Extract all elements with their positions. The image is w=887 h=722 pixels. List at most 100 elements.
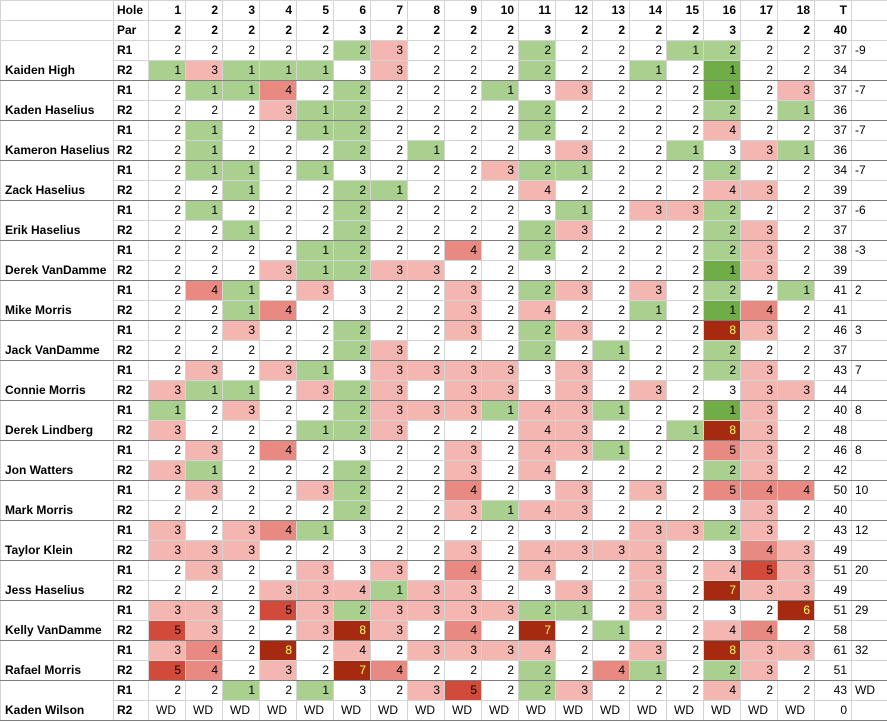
hole-score: 4 (444, 240, 482, 261)
hole-score: 2 (222, 340, 260, 361)
hole-score: 2 (222, 500, 260, 521)
player-round-row: Zack Haselius R1 2 1 1 2 1 3 2 2 2 3 2 1 2 2 2 2 2 2 34 -7 (0, 160, 887, 201)
hole-score: 2 (555, 340, 593, 361)
hole-score: 2 (407, 180, 445, 201)
hole-score: 2 (555, 520, 593, 541)
player-round-row: Mike Morris R1 2 4 1 2 3 3 2 2 3 2 2 3 2 3 2 2 2 1 41 2 (0, 280, 887, 321)
hole-score: 2 (370, 100, 408, 121)
player-round-row: R222233413323323273349100 (1, 580, 887, 601)
hole-score: 4 (518, 460, 556, 481)
hole-score: 2 (222, 140, 260, 161)
player-name: Jack VanDamme (0, 320, 114, 361)
hole-score: 2 (666, 400, 704, 421)
round-label: R1 (113, 160, 149, 181)
hole-score: 3 (740, 520, 778, 541)
round-total: 41 (814, 280, 852, 301)
hole-score: 2 (185, 580, 223, 601)
hole-score: 2 (703, 40, 741, 61)
hole-score: 2 (370, 520, 408, 541)
hole-score: 5 (740, 560, 778, 581)
hole-score: 3 (740, 360, 778, 381)
blank-cell (851, 660, 887, 681)
hole-score: 1 (777, 100, 815, 121)
hole-score: 2 (407, 560, 445, 581)
hole-score: 2 (259, 140, 297, 161)
hole-score: 1 (703, 260, 741, 281)
hole-score: 2 (407, 620, 445, 641)
hole-score: 2 (407, 100, 445, 121)
hole-score: 2 (666, 540, 704, 561)
hole-score: 2 (148, 680, 186, 701)
player-name: Kaiden High (0, 40, 114, 81)
par-value: 2 (148, 20, 186, 41)
hole-score: 3 (444, 300, 482, 321)
hole-score: 3 (370, 560, 408, 581)
hole-score: 2 (185, 240, 223, 261)
hole-score: 2 (407, 380, 445, 401)
round-total: 39 (814, 180, 852, 201)
hole-number: 7 (370, 0, 408, 21)
hole-score: 3 (629, 280, 667, 301)
score-to-par: -7 (851, 160, 887, 181)
hole-score: 2 (259, 620, 297, 641)
hole-score: 1 (185, 120, 223, 141)
round-label: R1 (113, 40, 149, 61)
hole-score: 2 (703, 240, 741, 261)
hole-score: 2 (518, 280, 556, 301)
hole-score: 3 (629, 580, 667, 601)
hole-score: 2 (296, 440, 334, 461)
hole-score: 2 (592, 500, 630, 521)
hole-score: 3 (444, 640, 482, 661)
hole-score: 2 (555, 120, 593, 141)
hole-score: 2 (222, 360, 260, 381)
hole-score: 2 (740, 100, 778, 121)
hole-score: 2 (222, 560, 260, 581)
hole-header-row: Hole 1 2 3 4 5 6 7 8 9 10 11 12 13 14 15 16 17 18 T (0, 0, 887, 21)
hole-score: 4 (518, 180, 556, 201)
hole-score: 2 (407, 200, 445, 221)
hole-score: 2 (222, 460, 260, 481)
hole-score: 3 (259, 260, 297, 281)
hole-score: 2 (370, 200, 408, 221)
hole-score: 1 (555, 200, 593, 221)
hole-score: 2 (592, 320, 630, 341)
hole-score: 2 (666, 380, 704, 401)
hole-score: 3 (333, 160, 371, 181)
blank-cell (851, 220, 887, 241)
hole-score: 2 (592, 560, 630, 581)
hole-score: 2 (777, 320, 815, 341)
hole-score: 2 (444, 660, 482, 681)
hole-score: 3 (555, 480, 593, 501)
player-name: Taylor Klein (0, 520, 114, 561)
hole-score: 3 (518, 260, 556, 281)
player-round-row: Kaden Wilson R1 2 2 1 2 1 3 2 3 5 2 2 3 2 2 2 4 2 2 43 WD (0, 680, 887, 721)
player-round-row: R22223122222222222213673 (1, 100, 887, 121)
hole-score: 3 (296, 620, 334, 641)
player-name: Jon Watters (0, 440, 114, 481)
hole-score: 2 (407, 300, 445, 321)
hole-score: 3 (444, 500, 482, 521)
hole-score: 2 (777, 620, 815, 641)
hole-score: 3 (296, 560, 334, 581)
hole-score: 1 (222, 280, 260, 301)
player-round-row: Mark Morris R1 2 3 2 2 3 2 2 2 4 2 3 3 2 3 2 5 4 4 50 10 (0, 480, 887, 521)
hole-score: WD (148, 700, 186, 721)
hole-score: 2 (185, 300, 223, 321)
hole-score: 3 (555, 360, 593, 381)
hole-score: 2 (407, 460, 445, 481)
hole-score: 1 (296, 100, 334, 121)
hole-score: 4 (259, 80, 297, 101)
round-label: R1 (113, 440, 149, 461)
par-value: 2 (481, 20, 519, 41)
hole-score: 2 (666, 680, 704, 701)
hole-score: 3 (222, 320, 260, 341)
hole-score: 3 (555, 420, 593, 441)
blank-cell (851, 580, 887, 601)
hole-score: 3 (777, 560, 815, 581)
hole-score: 2 (666, 80, 704, 101)
hole-score: 3 (777, 80, 815, 101)
hole-score: 4 (444, 480, 482, 501)
hole-score: 4 (518, 400, 556, 421)
hole-score: 1 (296, 160, 334, 181)
